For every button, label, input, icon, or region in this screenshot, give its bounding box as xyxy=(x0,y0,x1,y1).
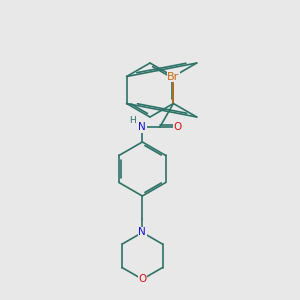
Text: Br: Br xyxy=(167,71,179,82)
Text: O: O xyxy=(173,122,181,132)
Text: N: N xyxy=(139,122,146,132)
Text: O: O xyxy=(138,274,146,284)
Text: H: H xyxy=(129,116,136,125)
Text: N: N xyxy=(139,227,146,237)
